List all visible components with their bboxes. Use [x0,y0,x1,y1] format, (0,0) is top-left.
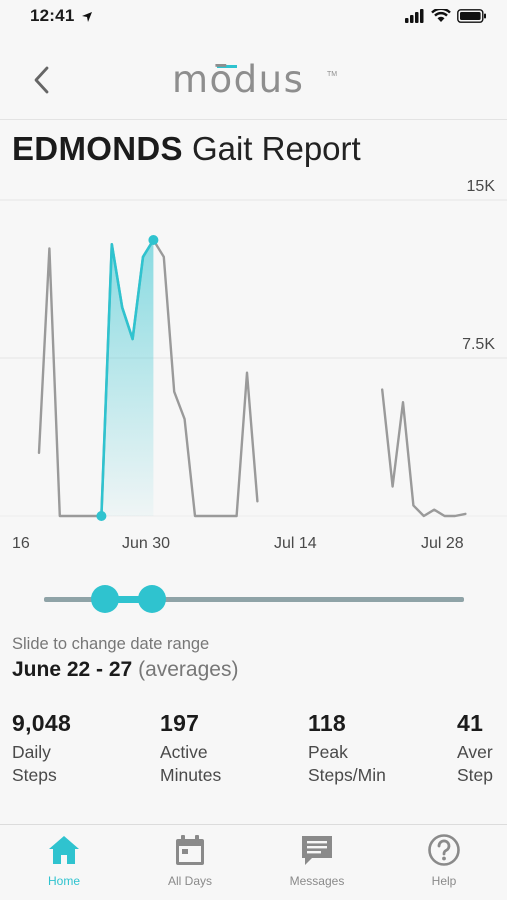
slider-selected-range [104,596,153,603]
y-tick-label-mid: 7.5K [462,336,495,353]
logo-accent-bar [217,65,237,68]
highlight-series-line [100,238,155,518]
stat-label-line: Steps [12,765,57,785]
x-tick-label-1: 16 [12,535,30,552]
status-icons [405,9,487,23]
steps-chart: 15K 7.5K 16 Jun 30 Jul 14 Jul 28 [0,178,507,552]
stat-peak-steps: 118 Peak Steps/Min [308,710,448,787]
tab-label: All Days [167,874,212,888]
wifi-icon [431,9,451,22]
slider-track[interactable] [44,597,464,602]
series-line-segment [381,388,467,518]
range-note: (averages) [138,658,239,681]
cellular-signal-icon [405,9,424,23]
tab-all-days[interactable]: All Days [140,825,240,900]
nav-divider [0,119,507,120]
stat-value: 9,048 [12,710,72,736]
battery-icon [457,9,486,23]
stat-label-line: Minutes [160,765,222,785]
stat-label: Active Minutes [160,741,300,787]
tab-label: Help [431,874,457,888]
tab-home[interactable]: Home [14,825,114,900]
stat-label-line: Daily [12,742,51,762]
highlight-end-point [148,235,159,246]
x-tick-label-3: Jul 14 [274,535,317,552]
status-time: 12:41 [30,6,93,26]
stat-value: 118 [308,710,347,736]
tab-help[interactable]: Help [394,825,494,900]
tab-label: Home [47,874,80,888]
location-arrow-icon [82,11,93,22]
stat-label-line: Active [160,742,208,762]
chart-marks [37,235,467,521]
y-tick-label-top: 15K [467,178,496,195]
chevron-left-icon [34,66,49,94]
stat-label: Daily Steps [12,741,152,787]
back-button[interactable] [26,62,56,98]
highlight-area [101,240,154,516]
stat-average-step: 41 Aver Step [457,710,507,787]
date-range-slider[interactable] [44,584,464,614]
stats-row: 9,048 Daily Steps 197 Active Minutes 118… [0,710,507,800]
stat-value: 41 [457,710,484,736]
report-title: Gait Report [191,130,361,167]
stat-active-minutes: 197 Active Minutes [160,710,300,787]
page-title: EDMONDS Gait Report [12,130,361,168]
modus-logo: mōdus [172,58,305,101]
stat-label: Peak Steps/Min [308,741,448,787]
tab-messages[interactable]: Messages [267,825,367,900]
home-icon [49,836,79,864]
stat-value: 197 [160,710,200,736]
slider-start-handle[interactable] [90,585,119,613]
status-bar: 12:41 [0,0,507,36]
navigation-bar: mōdus TM [0,40,507,120]
stat-label-line: Aver [457,742,493,762]
stat-label-line: Peak [308,742,348,762]
selected-dates: June 22 - 27 [12,658,133,681]
status-time-text: 12:41 [30,6,75,25]
slider-hint: Slide to change date range [12,635,210,653]
selected-range: June 22 - 27 (averages) [12,658,238,682]
patient-name: EDMONDS [12,130,183,167]
tab-bar: Home All Days Messages Help [0,824,507,900]
help-icon [428,834,460,866]
slider-end-handle[interactable] [138,585,167,613]
stat-label-line: Steps/Min [308,765,386,785]
stat-daily-steps: 9,048 Daily Steps [12,710,152,787]
highlight-start-point [96,511,107,521]
stat-label-line: Step [457,765,493,785]
x-tick-label-4: Jul 28 [421,535,464,552]
logo-trademark: TM [327,71,338,78]
x-tick-label-2: Jun 30 [122,535,170,552]
message-icon [302,836,332,865]
calendar-icon [176,835,204,865]
tab-label: Messages [289,874,345,888]
stat-label: Aver Step [457,741,507,787]
